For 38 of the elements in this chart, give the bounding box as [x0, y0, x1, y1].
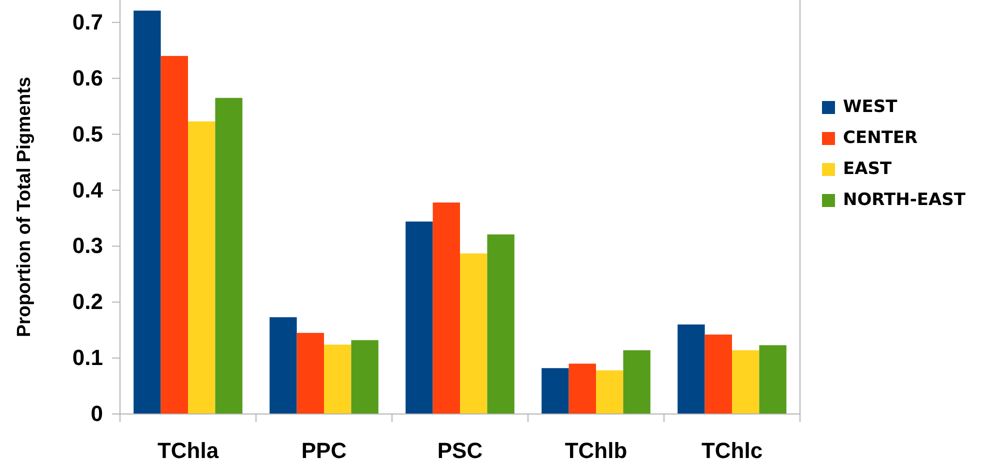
x-tick-label: TChlc: [701, 438, 763, 463]
y-tick-label: 0.1: [72, 345, 103, 370]
bar: [160, 56, 188, 414]
y-tick-label: 0.2: [72, 289, 103, 314]
bar: [460, 253, 488, 414]
bar: [732, 350, 760, 414]
bar: [432, 202, 460, 414]
y-tick-label: 0.3: [72, 233, 103, 258]
bar: [406, 222, 433, 414]
bar: [215, 98, 242, 414]
bar: [568, 364, 596, 414]
bar: [487, 234, 514, 414]
bar: [270, 317, 297, 414]
bar: [188, 121, 216, 414]
x-tick-label: TChla: [157, 438, 220, 463]
legend-label: NORTH-EAST: [843, 190, 966, 210]
bar: [324, 344, 352, 414]
x-tick-label: PPC: [301, 438, 347, 463]
bar: [134, 10, 161, 414]
y-tick-label: 0.4: [72, 177, 104, 202]
y-tick-label: 0: [90, 401, 103, 426]
y-tick-label: 0.6: [72, 65, 103, 90]
legend-label: WEST: [843, 97, 898, 117]
bar: [542, 368, 569, 414]
y-tick-label: 0.5: [72, 121, 103, 146]
bar: [296, 332, 324, 414]
bar: [351, 340, 378, 414]
bar: [596, 370, 624, 414]
bar: [623, 350, 650, 414]
bar: [759, 345, 786, 414]
bar: [678, 324, 705, 414]
x-tick-label: PSC: [437, 438, 483, 463]
bar: [704, 334, 732, 414]
legend-label: EAST: [843, 159, 892, 179]
y-tick-label: 0.7: [72, 9, 103, 34]
y-axis-title: Proportion of Total Pigments: [14, 76, 35, 338]
legend-label: CENTER: [843, 128, 918, 148]
x-tick-label: TChlb: [564, 438, 628, 463]
